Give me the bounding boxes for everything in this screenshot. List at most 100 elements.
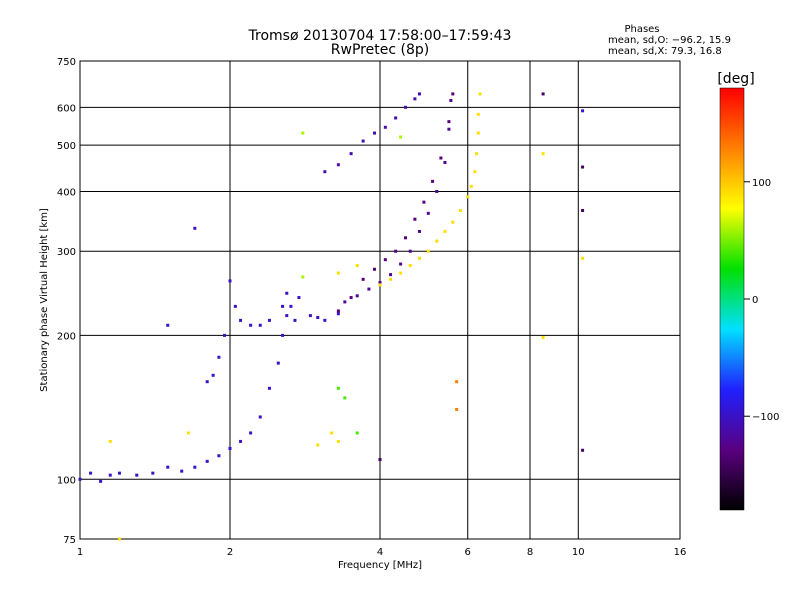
data-point: [336, 271, 340, 275]
data-point: [349, 152, 353, 156]
data-point: [301, 131, 305, 135]
data-point: [581, 109, 585, 113]
data-point: [408, 249, 412, 253]
data-point: [205, 459, 209, 463]
data-point: [108, 473, 112, 477]
colorbar-label: [deg]: [717, 71, 754, 87]
data-point: [367, 287, 371, 291]
data-point: [217, 454, 221, 458]
data-point: [403, 236, 407, 240]
data-point: [316, 443, 320, 447]
data-point: [447, 120, 451, 124]
x-tick-label: 1: [77, 547, 83, 558]
data-point: [323, 318, 327, 322]
data-point: [413, 217, 417, 221]
data-point: [89, 471, 93, 475]
grid: [80, 61, 680, 539]
data-point: [439, 156, 443, 160]
chart-subtitle: RwPretec (8p): [331, 42, 429, 58]
data-point: [117, 471, 121, 475]
y-tick-label: 400: [57, 187, 76, 198]
data-point: [478, 92, 482, 96]
data-point: [361, 277, 365, 281]
data-point: [413, 97, 417, 101]
data-point: [336, 309, 340, 313]
data-point: [343, 396, 347, 400]
data-point: [117, 537, 121, 541]
data-point: [267, 386, 271, 390]
data-point: [417, 229, 421, 233]
data-point: [336, 439, 340, 443]
data-point: [399, 262, 403, 266]
data-point: [378, 457, 382, 461]
x-tick-label: 6: [465, 547, 471, 558]
data-point: [469, 184, 473, 188]
data-point: [249, 323, 253, 327]
data-point: [293, 318, 297, 322]
data-point: [228, 446, 232, 450]
data-point: [475, 152, 479, 156]
data-point: [417, 256, 421, 260]
data-point: [281, 304, 285, 308]
data-point: [228, 279, 232, 283]
x-tick-label: 2: [227, 547, 233, 558]
data-point: [99, 479, 103, 483]
data-point: [135, 473, 139, 477]
legend-heading: Phases: [624, 24, 659, 35]
data-point: [476, 112, 480, 116]
data-point: [431, 179, 435, 183]
y-axis-label: Stationary phase Virtual Height [km]: [39, 208, 50, 392]
data-point: [581, 165, 585, 169]
data-point: [394, 116, 398, 120]
y-tick-label: 200: [57, 331, 76, 342]
colorbar-tick-label: 0: [752, 295, 758, 306]
data-point: [447, 127, 451, 131]
data-point: [458, 209, 462, 213]
data-point: [180, 469, 184, 473]
data-point: [258, 323, 262, 327]
data-point: [323, 170, 327, 174]
data-point: [349, 296, 353, 300]
data-point: [443, 229, 447, 233]
data-point: [223, 333, 227, 337]
x-axis-ticks: 1 2 4 6 8 10 16: [77, 547, 687, 558]
data-point: [378, 283, 382, 287]
data-point: [308, 314, 312, 318]
y-tick-label: 100: [57, 475, 76, 486]
data-point: [541, 152, 545, 156]
data-point: [435, 189, 439, 193]
data-point: [281, 333, 285, 337]
data-point: [426, 211, 430, 215]
data-point: [355, 294, 359, 298]
data-point: [233, 304, 237, 308]
data-point: [476, 131, 480, 135]
data-point: [581, 256, 585, 260]
chart-title: Tromsø 20130704 17:58:00–17:59:43: [248, 28, 512, 44]
legend-line-o: mean, sd,O: −96.2, 15.9: [608, 35, 731, 46]
y-tick-label: 600: [57, 103, 76, 114]
data-point: [211, 373, 215, 377]
data-point: [426, 249, 430, 253]
data-point: [355, 264, 359, 268]
data-point: [451, 92, 455, 96]
data-point: [193, 465, 197, 469]
plot-frame: [79, 60, 681, 540]
data-point: [435, 239, 439, 243]
data-point: [285, 291, 289, 295]
data-point: [205, 380, 209, 384]
data-point: [249, 431, 253, 435]
data-point: [541, 335, 545, 339]
data-point: [301, 275, 305, 279]
data-point: [166, 323, 170, 327]
y-tick-label: 300: [57, 247, 76, 258]
data-point: [378, 281, 382, 285]
data-point: [408, 264, 412, 268]
data-point: [473, 170, 477, 174]
data-points: [78, 92, 585, 541]
data-point: [403, 105, 407, 109]
data-point: [361, 139, 365, 143]
data-point: [541, 92, 545, 96]
legend-line-x: mean, sd,X: 79.3, 16.8: [608, 46, 722, 57]
data-point: [151, 471, 155, 475]
